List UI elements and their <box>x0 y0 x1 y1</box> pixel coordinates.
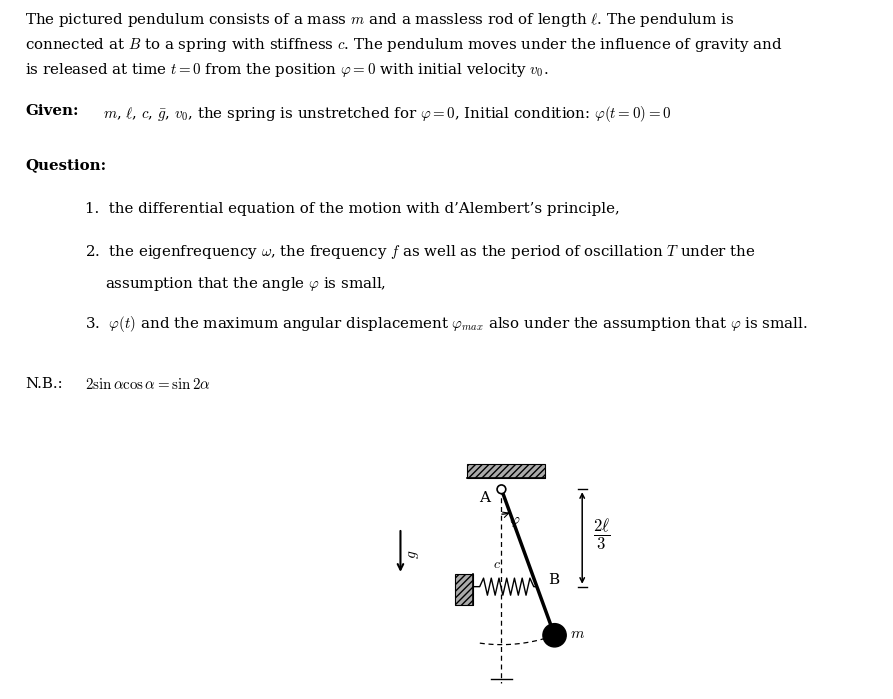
Bar <box>467 464 545 478</box>
Text: $m$, $\ell$, $c$, $\bar{g}$, $v_0$, the spring is unstretched for $\varphi = 0$,: $m$, $\ell$, $c$, $\bar{g}$, $v_0$, the … <box>103 104 672 124</box>
Circle shape <box>497 485 505 493</box>
Text: B: B <box>547 573 559 587</box>
Circle shape <box>543 624 566 647</box>
Text: $\varphi$: $\varphi$ <box>509 515 521 529</box>
Text: 2.  the eigenfrequency $\omega$, the frequency $f$ as well as the period of osci: 2. the eigenfrequency $\omega$, the freq… <box>85 243 755 261</box>
Text: N.B.:: N.B.: <box>25 377 63 391</box>
Text: The pictured pendulum consists of a mass $m$ and a massless rod of length $\ell$: The pictured pendulum consists of a mass… <box>25 10 782 79</box>
Text: A: A <box>480 491 490 505</box>
Text: $m$: $m$ <box>570 627 585 641</box>
Text: assumption that the angle $\varphi$ is small,: assumption that the angle $\varphi$ is s… <box>105 275 387 293</box>
Text: Given:: Given: <box>25 104 79 118</box>
Text: 3.  $\varphi(t)$ and the maximum angular displacement $\varphi_{max}$ also under: 3. $\varphi(t)$ and the maximum angular … <box>85 315 807 334</box>
Text: $\dfrac{2\ell}{3}$: $\dfrac{2\ell}{3}$ <box>593 517 610 552</box>
Text: $2\sin\alpha\cos\alpha = \sin 2\alpha$: $2\sin\alpha\cos\alpha = \sin 2\alpha$ <box>85 377 211 392</box>
Bar <box>455 575 473 605</box>
Text: $g$: $g$ <box>406 550 421 559</box>
Text: 1.  the differential equation of the motion with d’Alembert’s principle,: 1. the differential equation of the moti… <box>85 201 620 215</box>
Text: $c$: $c$ <box>494 557 501 571</box>
Text: Question:: Question: <box>25 158 106 172</box>
